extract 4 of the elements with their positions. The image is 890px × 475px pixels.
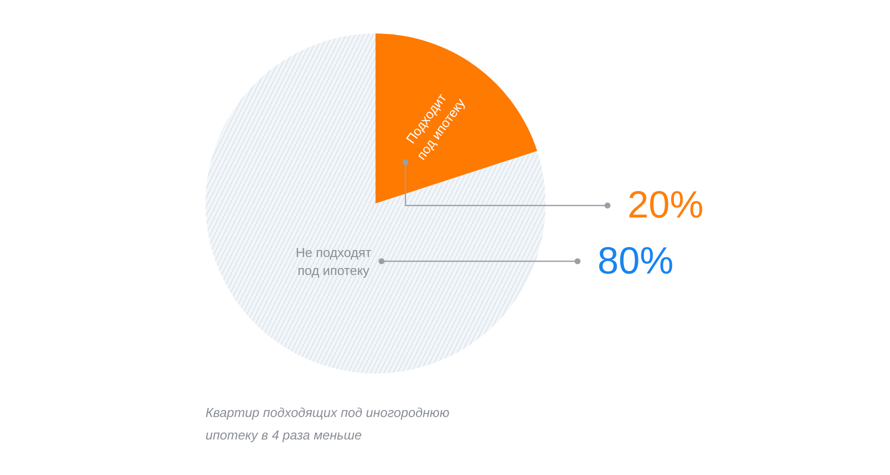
data-label: 20% (628, 184, 704, 226)
slice-label: Не подходят под ипотеку (296, 244, 372, 278)
text: Квартир подходящих под иногороднюю ипотеку в 4 раза меньше (206, 404, 450, 442)
data-label: 80% (598, 240, 674, 282)
